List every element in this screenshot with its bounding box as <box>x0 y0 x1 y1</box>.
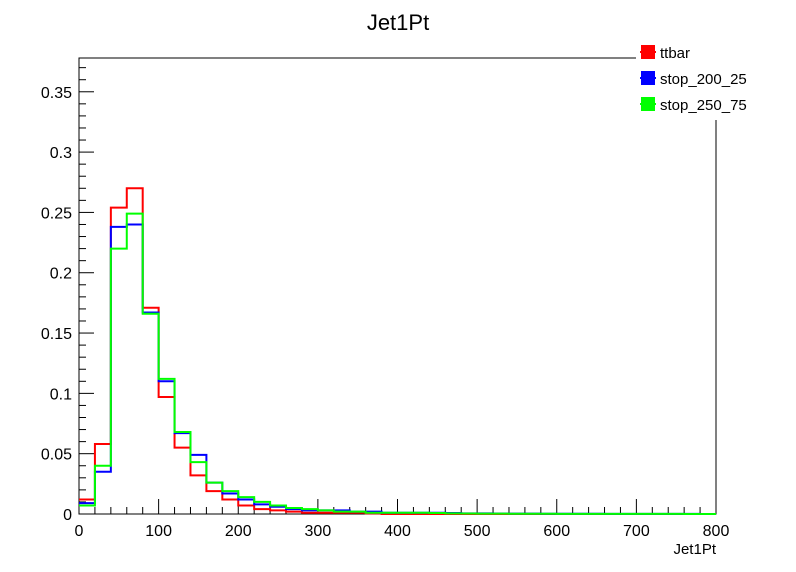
x-tick-label: 800 <box>703 523 730 540</box>
legend-swatch <box>641 71 655 85</box>
legend-label: ttbar <box>660 45 690 62</box>
x-tick-label: 600 <box>543 523 570 540</box>
y-tick-label: 0.05 <box>41 447 72 464</box>
x-tick-label: 400 <box>384 523 411 540</box>
y-tick-label: 0.15 <box>41 326 72 343</box>
y-tick-label: 0.1 <box>50 386 72 403</box>
x-axis: 0 100 200 300 400 500 600 700 800 <box>75 499 730 540</box>
legend-swatch <box>641 45 655 59</box>
x-tick-label: 500 <box>464 523 491 540</box>
y-tick-label: 0 <box>63 507 72 524</box>
y-tick-label: 0.3 <box>50 145 72 162</box>
series-stop_200_25-line <box>79 223 716 515</box>
minor-ticks <box>79 67 701 514</box>
chart-title: Jet1Pt <box>367 10 429 35</box>
x-tick-label: 100 <box>145 523 172 540</box>
series-stop_250_75-line <box>79 212 716 515</box>
y-tick-label: 0.2 <box>50 266 72 283</box>
legend-swatch <box>641 97 655 111</box>
series-ttbar-line <box>79 187 716 515</box>
x-tick-label: 0 <box>75 523 84 540</box>
y-tick-label: 0.35 <box>41 85 72 102</box>
x-tick-label: 300 <box>305 523 332 540</box>
legend-label: stop_250_75 <box>660 97 747 114</box>
x-tick-label: 700 <box>623 523 650 540</box>
legend: ttbar stop_200_25 stop_250_75 <box>636 40 747 120</box>
x-axis-title: Jet1Pt <box>673 541 716 558</box>
x-tick-label: 200 <box>225 523 252 540</box>
y-axis: 0 0.05 0.1 0.15 0.2 0.25 0.3 0.35 <box>41 85 94 524</box>
series-group <box>79 187 716 515</box>
y-tick-label: 0.25 <box>41 205 72 222</box>
legend-label: stop_200_25 <box>660 71 747 88</box>
